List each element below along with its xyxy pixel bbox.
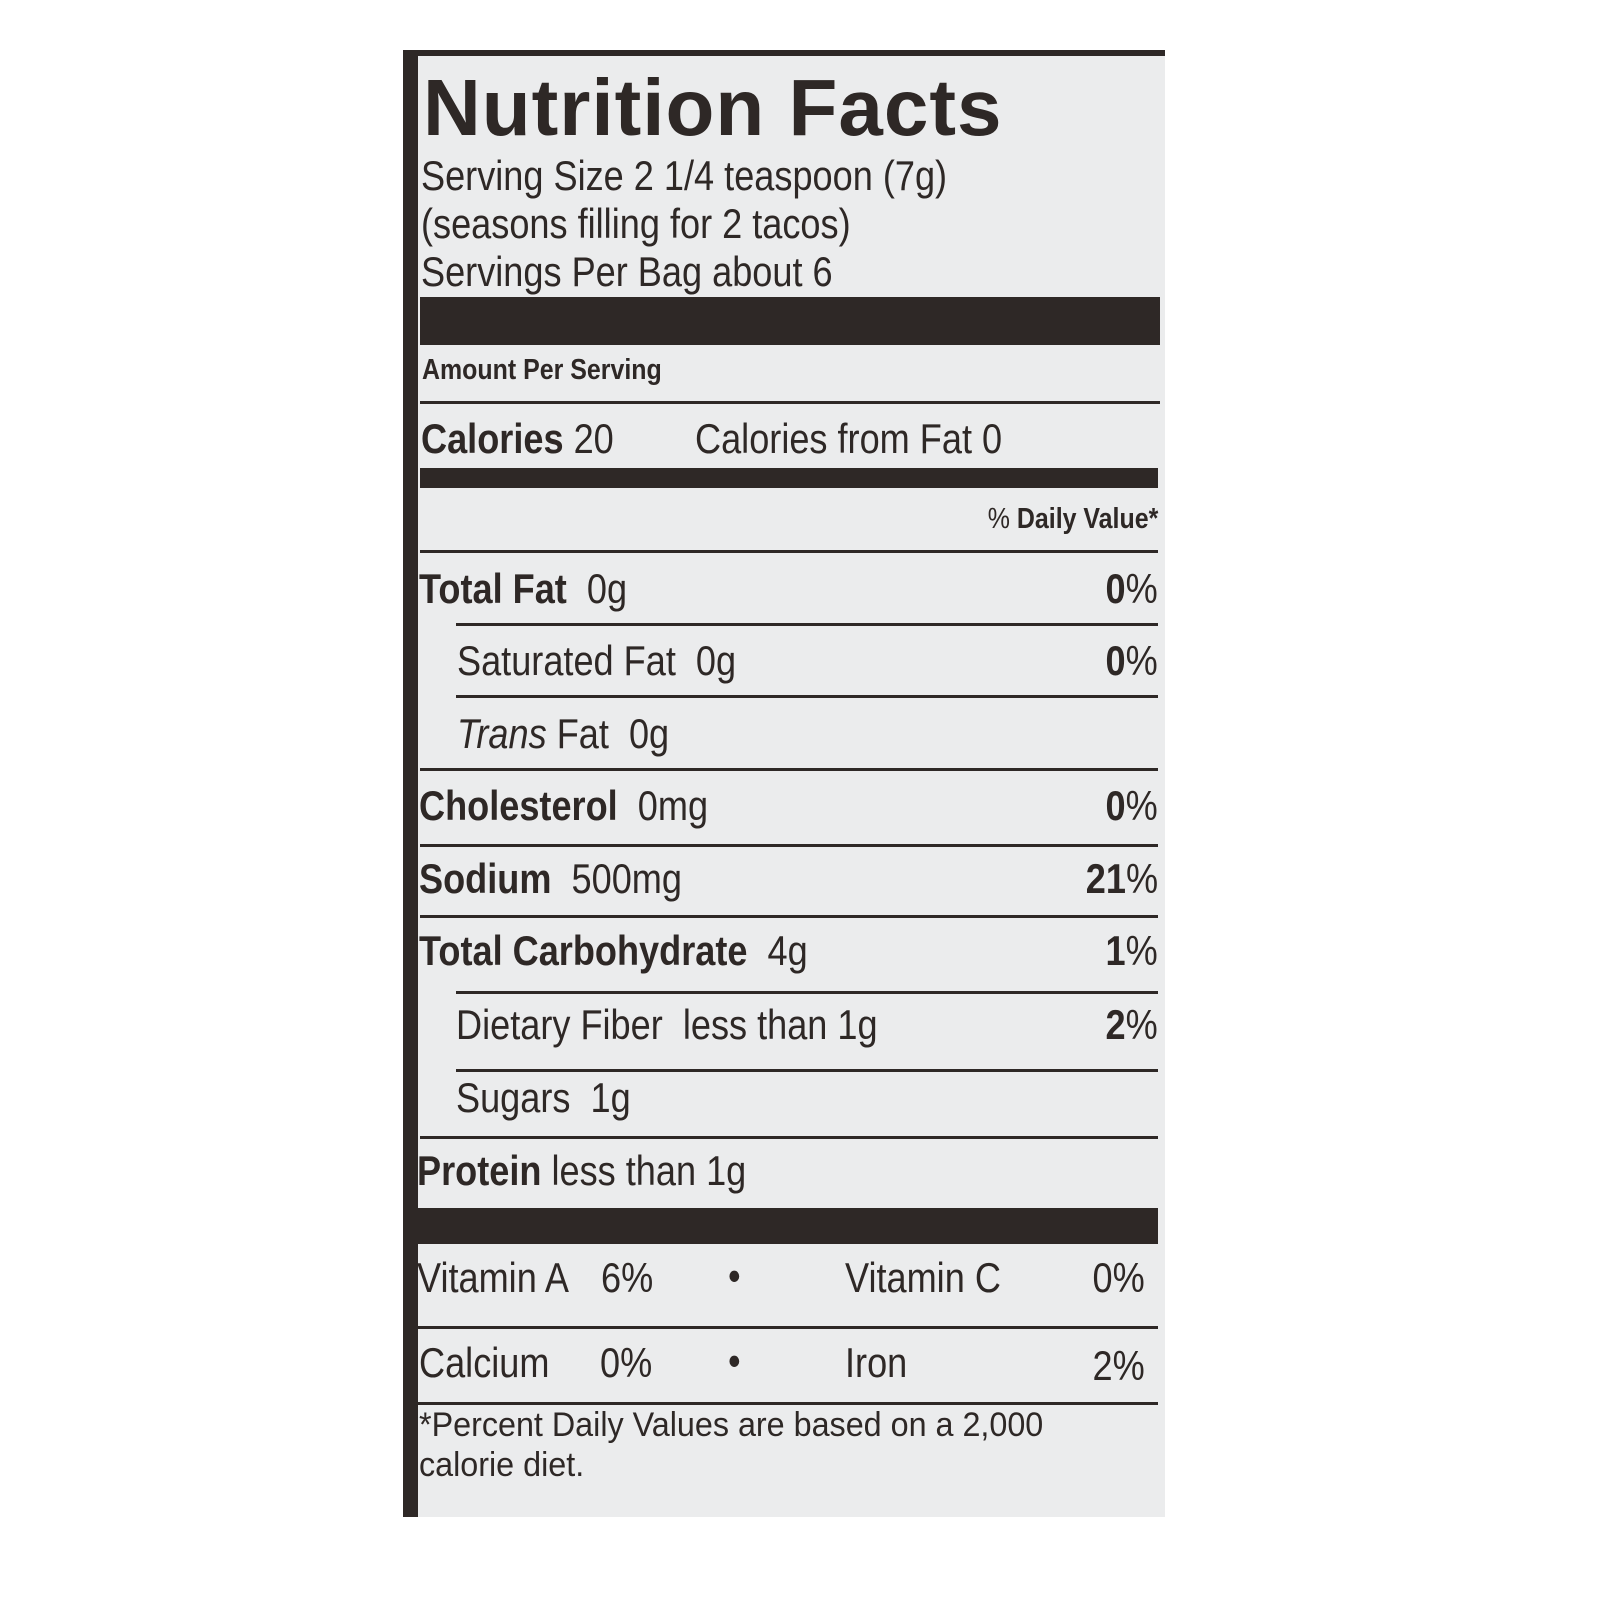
medium-divider	[420, 468, 1158, 488]
bullet: •	[728, 1252, 741, 1299]
nutrient-saturated-fat: Saturated Fat 0g	[457, 637, 737, 684]
nutrient-trans-fat: Trans Fat 0g	[457, 710, 670, 757]
divider	[418, 1402, 1158, 1405]
vitamin-c-value: 0%	[1092, 1254, 1145, 1301]
amount-per-serving: Amount Per Serving	[422, 354, 662, 386]
daily-value-header: % Daily Value*	[987, 505, 1158, 534]
footnote-line-2: calorie diet.	[419, 1446, 585, 1484]
calories-row: Calories 20	[421, 418, 614, 460]
label-title: Nutrition Facts	[423, 63, 1003, 152]
calcium-label: Calcium	[419, 1339, 550, 1386]
thick-divider	[418, 1208, 1158, 1244]
iron-value: 2%	[1092, 1342, 1145, 1389]
serving-note: (seasons filling for 2 tacos)	[421, 200, 851, 247]
divider	[456, 623, 1158, 626]
dv-saturated-fat: 0%	[1105, 637, 1158, 684]
calcium-value: 0%	[600, 1339, 653, 1386]
dv-total-carbohydrate: 1%	[1105, 927, 1158, 974]
nutrient-total-fat: Total Fat 0g	[419, 565, 628, 612]
bullet: •	[728, 1337, 741, 1384]
divider	[420, 401, 1160, 404]
calories-value: 20	[573, 415, 614, 462]
nutrient-sugars: Sugars 1g	[456, 1074, 631, 1121]
divider	[420, 844, 1158, 847]
divider	[456, 991, 1158, 994]
daily-value-label: Daily Value*	[1016, 503, 1158, 535]
nutrient-sodium: Sodium 500mg	[419, 855, 682, 902]
divider	[420, 768, 1158, 771]
divider	[420, 915, 1158, 918]
nutrient-cholesterol: Cholesterol 0mg	[419, 782, 709, 829]
vitamin-c-label: Vitamin C	[845, 1254, 1001, 1301]
nutrition-facts-panel	[403, 50, 1165, 1517]
dv-total-fat: 0%	[1105, 565, 1158, 612]
dv-dietary-fiber: 2%	[1105, 1001, 1158, 1048]
divider	[456, 695, 1158, 698]
servings-per-container: Servings Per Bag about 6	[421, 248, 833, 295]
nutrient-protein: Protein less than 1g	[417, 1147, 747, 1194]
dv-cholesterol: 0%	[1105, 782, 1158, 829]
footnote-line-1: *Percent Daily Values are based on a 2,0…	[419, 1406, 1044, 1444]
iron-label: Iron	[845, 1339, 908, 1386]
dv-sodium: 21%	[1085, 855, 1158, 902]
thick-divider	[420, 297, 1160, 345]
pct-sign: %	[987, 503, 1010, 535]
serving-size: Serving Size 2 1/4 teaspoon (7g)	[421, 152, 948, 199]
nutrient-dietary-fiber: Dietary Fiber less than 1g	[456, 1001, 878, 1048]
divider	[418, 1326, 1158, 1329]
calories-label: Calories	[421, 415, 564, 462]
divider	[420, 1136, 1158, 1139]
calories-from-fat: Calories from Fat 0	[695, 415, 1003, 462]
divider	[456, 1069, 1158, 1072]
divider	[420, 550, 1158, 553]
vitamin-a-value: 6%	[601, 1254, 654, 1301]
nutrient-total-carbohydrate: Total Carbohydrate 4g	[419, 927, 808, 974]
vitamin-a-label: Vitamin A	[417, 1254, 569, 1301]
